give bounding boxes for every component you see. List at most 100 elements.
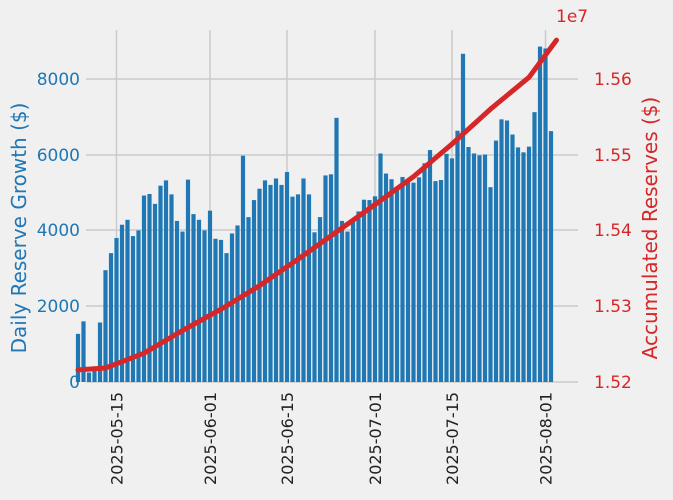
bar xyxy=(92,370,97,382)
bar xyxy=(460,53,466,382)
bar xyxy=(290,196,295,382)
bar xyxy=(455,130,460,382)
accumulated-line xyxy=(75,37,559,373)
bar xyxy=(306,194,312,382)
bar xyxy=(240,155,246,382)
right-tick-label: 1.53 xyxy=(594,297,632,317)
bar xyxy=(350,220,356,382)
bar xyxy=(273,178,279,382)
right-axis-label: Accumulated Reserves ($) xyxy=(638,97,662,360)
bar xyxy=(345,231,350,382)
bar xyxy=(372,196,378,382)
bar xyxy=(229,233,235,382)
right-tick-label: 1.56 xyxy=(594,70,632,90)
bar xyxy=(191,214,196,382)
right-axis-offset-text: 1e7 xyxy=(556,7,588,27)
left-tick-label: 4000 xyxy=(37,221,80,241)
bar xyxy=(312,232,317,382)
bar xyxy=(515,147,521,382)
bar xyxy=(317,217,323,382)
bar xyxy=(136,230,141,382)
right-tick-label: 1.54 xyxy=(594,221,632,241)
bar xyxy=(152,203,158,382)
bar xyxy=(207,210,213,382)
bar xyxy=(438,179,444,382)
x-tick-label: 2025-08-01 xyxy=(537,392,556,485)
bar xyxy=(433,181,438,382)
bar xyxy=(81,321,86,382)
left-axis-label: Daily Reserve Growth ($) xyxy=(7,103,31,354)
bar xyxy=(488,187,493,382)
right-tick-label: 1.55 xyxy=(594,146,632,166)
bar xyxy=(444,153,449,382)
bar xyxy=(504,120,510,383)
bar xyxy=(334,117,339,382)
bar xyxy=(389,179,394,382)
bar xyxy=(532,112,537,382)
bar xyxy=(548,131,554,382)
bar xyxy=(482,154,488,382)
bar xyxy=(279,184,284,382)
bar xyxy=(235,225,240,382)
bar xyxy=(394,186,400,382)
bar xyxy=(174,220,180,382)
x-tick-label: 2025-06-15 xyxy=(278,392,297,485)
left-tick-label: 8000 xyxy=(37,70,80,90)
bar xyxy=(510,134,515,382)
bar xyxy=(422,163,427,382)
bar xyxy=(411,182,416,382)
bar xyxy=(295,194,301,382)
bar xyxy=(268,184,273,382)
bar xyxy=(356,211,361,382)
bar xyxy=(185,179,191,382)
bar xyxy=(125,219,130,382)
line-series xyxy=(75,37,559,373)
bar xyxy=(130,236,136,382)
bar xyxy=(449,158,455,382)
bar xyxy=(339,220,345,382)
bar xyxy=(114,237,119,382)
left-tick-label: 0 xyxy=(69,373,80,393)
bar xyxy=(378,153,383,382)
bar xyxy=(180,231,185,382)
bar xyxy=(493,140,499,382)
bar xyxy=(147,194,152,382)
bar xyxy=(97,322,103,382)
bar xyxy=(86,372,92,382)
bar xyxy=(323,175,328,382)
x-tick-label: 2025-06-01 xyxy=(201,392,220,485)
bar xyxy=(477,155,482,382)
bar xyxy=(301,178,306,382)
bar xyxy=(284,172,290,382)
right-tick-label: 1.52 xyxy=(594,373,632,393)
bar xyxy=(405,182,411,382)
bar xyxy=(466,147,471,382)
bar xyxy=(526,146,532,382)
bar xyxy=(202,230,207,382)
x-tick-label: 2025-05-15 xyxy=(108,392,127,485)
bar xyxy=(543,48,548,382)
bar xyxy=(499,119,504,382)
bar xyxy=(169,194,174,382)
bar xyxy=(537,46,543,383)
bar xyxy=(224,253,229,382)
bar xyxy=(383,173,389,382)
left-tick-label: 2000 xyxy=(37,297,80,317)
bar xyxy=(427,150,433,382)
bar xyxy=(471,153,477,382)
bar xyxy=(361,199,367,382)
bar xyxy=(103,270,108,382)
left-tick-label: 6000 xyxy=(37,146,80,166)
bar xyxy=(75,333,81,382)
bar xyxy=(119,224,125,382)
x-tick-label: 2025-07-15 xyxy=(443,392,462,485)
bar xyxy=(400,176,405,382)
bar xyxy=(141,195,147,382)
bar xyxy=(328,174,334,382)
bar xyxy=(196,219,202,382)
bar xyxy=(158,185,163,382)
bar xyxy=(246,217,251,382)
tick-labels: 0 2000 4000 6000 8000 1.52 1.53 1.54 1.55 1.56 202… xyxy=(37,70,632,485)
x-tick-label: 2025-07-01 xyxy=(366,392,385,485)
